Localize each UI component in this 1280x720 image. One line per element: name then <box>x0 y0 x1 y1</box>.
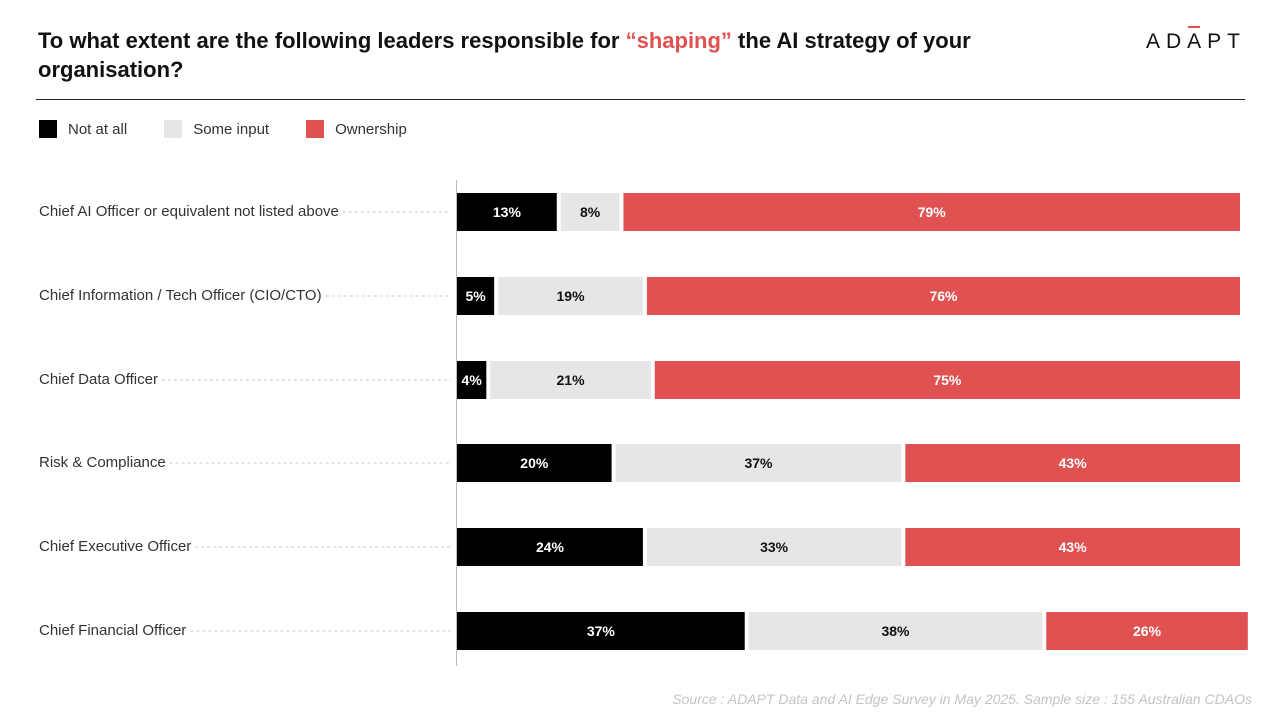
bar-segment <box>646 528 902 566</box>
data-label: 4% <box>462 372 483 388</box>
source-note: Source : ADAPT Data and AI Edge Survey i… <box>672 691 1252 707</box>
data-label: 79% <box>918 204 947 220</box>
data-label: 24% <box>536 539 565 555</box>
title-part-2: the AI strategy of your organisation? <box>38 28 971 82</box>
data-label: 37% <box>587 623 616 639</box>
bar-segment <box>457 193 557 231</box>
bar-segment <box>1046 612 1248 650</box>
data-label: 38% <box>881 623 910 639</box>
legend: Not at all Some input Ownership <box>39 120 444 138</box>
data-label: 43% <box>1059 539 1088 555</box>
category-label: Chief Executive Officer <box>39 538 191 555</box>
legend-item-not-at-all: Not at all <box>39 120 127 138</box>
bar-segment <box>457 444 612 482</box>
bar-segment <box>457 528 643 566</box>
data-label: 19% <box>557 288 586 304</box>
bar-segment <box>560 193 620 231</box>
data-label: 37% <box>744 455 773 471</box>
chart-title: To what extent are the following leaders… <box>38 26 998 84</box>
data-label: 75% <box>933 372 962 388</box>
data-label: 13% <box>493 204 522 220</box>
title-highlight: “shaping” <box>625 28 732 53</box>
title-part-1: To what extent are the following leaders… <box>38 28 626 53</box>
bar-segment <box>623 193 1240 231</box>
bar-segment <box>457 361 487 399</box>
category-label: Chief Data Officer <box>39 371 158 388</box>
legend-item-ownership: Ownership <box>306 120 407 138</box>
legend-label-some-input: Some input <box>193 120 270 138</box>
bar-segment <box>905 444 1240 482</box>
bar-segment <box>905 528 1240 566</box>
bar-segment <box>654 361 1240 399</box>
header-divider <box>36 99 1245 100</box>
bar-segment <box>646 277 1240 315</box>
logo-accent-letter: A <box>1187 26 1208 53</box>
legend-swatch-not-at-all <box>39 120 57 138</box>
legend-item-some-input: Some input <box>164 120 269 138</box>
bar-segment <box>498 277 643 315</box>
bar-segment <box>457 612 745 650</box>
data-label: 21% <box>557 372 586 388</box>
data-label: 76% <box>929 288 958 304</box>
bar-segment <box>748 612 1043 650</box>
category-label: Risk & Compliance <box>39 454 166 471</box>
legend-label-ownership: Ownership <box>335 120 407 138</box>
legend-swatch-some-input <box>164 120 183 138</box>
bar-segment <box>490 361 651 399</box>
data-label: 43% <box>1059 455 1088 471</box>
category-label: Chief Information / Tech Officer (CIO/CT… <box>39 287 322 304</box>
data-label: 20% <box>520 455 549 471</box>
data-label: 26% <box>1133 623 1162 639</box>
bar-segment <box>457 277 495 315</box>
data-label: 33% <box>760 539 789 555</box>
category-label: Chief Financial Officer <box>39 622 186 639</box>
bar-segment <box>615 444 902 482</box>
data-label: 5% <box>465 288 486 304</box>
legend-swatch-ownership <box>306 120 325 138</box>
category-label: Chief AI Officer or equivalent not liste… <box>39 203 339 220</box>
legend-label-not-at-all: Not at all <box>68 120 128 138</box>
adapt-logo: ADAPT <box>1145 26 1246 54</box>
data-label: 8% <box>580 204 601 220</box>
logo-text: ADAPT <box>1145 26 1246 53</box>
